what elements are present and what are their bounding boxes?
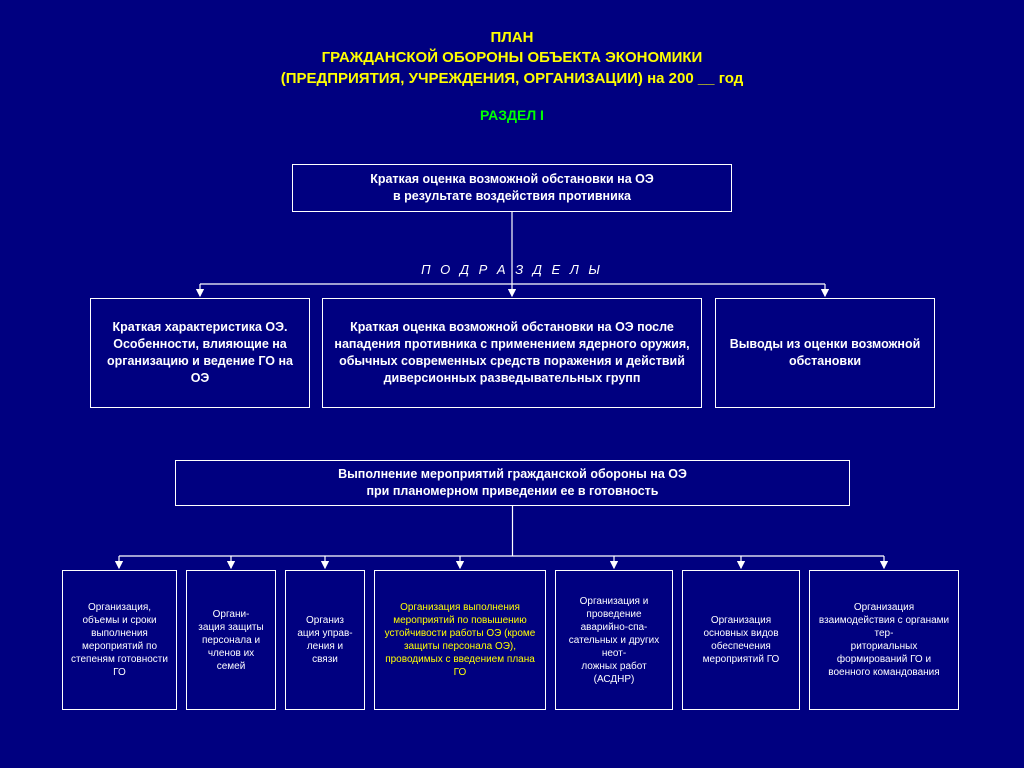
box-top-text: Краткая оценка возможной обстановки на О… [370,171,654,205]
box-b3: Организация управ-ления и связи [285,570,365,710]
title-block: ПЛАН ГРАЖДАНСКОЙ ОБОРОНЫ ОБЪЕКТА ЭКОНОМИ… [0,0,1024,89]
b3-text: Организация управ-ления и связи [294,614,356,666]
b1-text: Организация, объемы и сроки выполнения м… [71,601,168,679]
b4-text: Организация выполнения мероприятий по по… [383,601,537,679]
box-b2: Органи-зация защиты персонала и членов и… [186,570,276,710]
box-b6: Организация основных видов обеспечения м… [682,570,800,710]
sub-section-label: П О Д Р А З Д Е Л Ы [0,262,1024,277]
b7-text: Организация взаимодействия с органами те… [818,601,950,679]
box-characteristics: Краткая характеристика ОЭ. Особенности, … [90,298,310,408]
box-mc-text: Краткая оценка возможной обстановки на О… [331,319,693,387]
b5-text: Организация и проведение аварийно-спа-са… [564,595,664,686]
box-ml-text: Краткая характеристика ОЭ. Особенности, … [99,319,301,387]
box-b1: Организация, объемы и сроки выполнения м… [62,570,177,710]
box-b4: Организация выполнения мероприятий по по… [374,570,546,710]
b2-text: Органи-зация защиты персонала и членов и… [195,608,267,673]
box-b7: Организация взаимодействия с органами те… [809,570,959,710]
box-conclusions: Выводы из оценки возможной обстановки [715,298,935,408]
box-wide-text: Выполнение мероприятий гражданской оборо… [338,466,687,500]
box-b5: Организация и проведение аварийно-спа-са… [555,570,673,710]
b6-text: Организация основных видов обеспечения м… [691,614,791,666]
title-line1: ПЛАН [0,28,1024,48]
box-mr-text: Выводы из оценки возможной обстановки [724,336,926,370]
box-execution: Выполнение мероприятий гражданской оборо… [175,460,850,506]
section-label: РАЗДЕЛ I [0,107,1024,123]
title-line3: (ПРЕДПРИЯТИЯ, УЧРЕЖДЕНИЯ, ОРГАНИЗАЦИИ) н… [0,69,1024,89]
box-assessment-detail: Краткая оценка возможной обстановки на О… [322,298,702,408]
box-top-assessment: Краткая оценка возможной обстановки на О… [292,164,732,212]
title-line2: ГРАЖДАНСКОЙ ОБОРОНЫ ОБЪЕКТА ЭКОНОМИКИ [0,48,1024,68]
